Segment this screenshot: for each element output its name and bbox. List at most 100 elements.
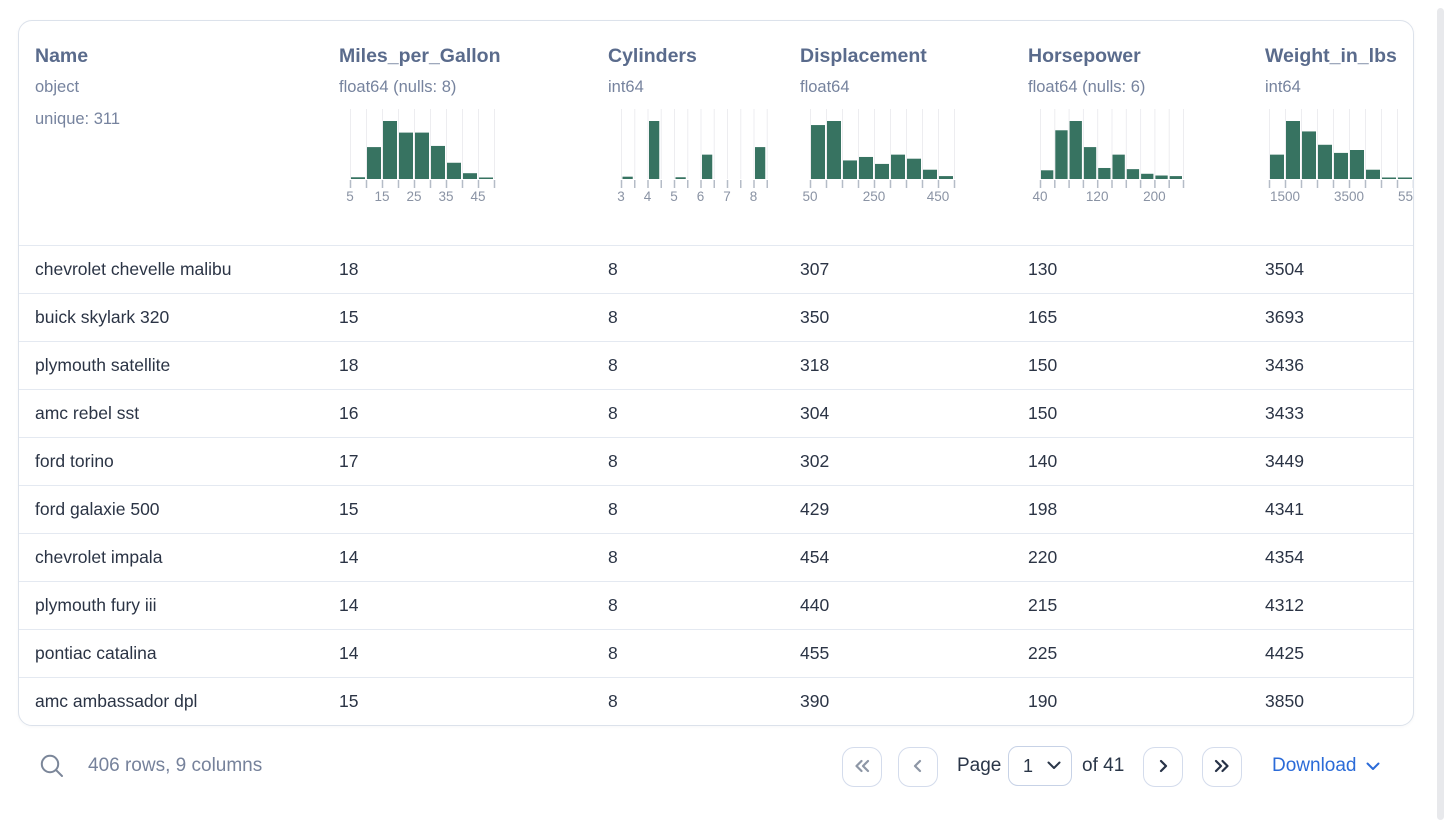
svg-text:1500: 1500 — [1270, 189, 1300, 204]
svg-text:250: 250 — [863, 189, 886, 204]
cell-displacement: 429 — [800, 499, 830, 519]
first-page-button[interactable] — [842, 747, 882, 787]
svg-text:5: 5 — [346, 189, 354, 204]
table-row: ford galaxie 500 15 8 429 198 4341 — [19, 485, 1413, 533]
chevron-down-icon — [1047, 757, 1061, 775]
cell-miles-per-gallon: 18 — [339, 259, 359, 279]
cell-horsepower: 140 — [1028, 451, 1058, 471]
cell-name: ford galaxie 500 — [35, 499, 160, 519]
svg-text:15: 15 — [374, 189, 389, 204]
table-row: plymouth satellite 18 8 318 150 3436 — [19, 341, 1413, 389]
cell-cylinders: 8 — [608, 451, 618, 471]
column-name: Horsepower — [1028, 45, 1141, 67]
page-select[interactable]: 1 — [1008, 746, 1072, 786]
chevron-left-icon — [909, 757, 927, 778]
column-name: Displacement — [800, 45, 927, 67]
horsepower-histogram[interactable]: 40 120 200 — [1032, 101, 1185, 204]
search-button[interactable] — [36, 751, 68, 783]
cell-name: chevrolet chevelle malibu — [35, 259, 232, 279]
cell-horsepower: 225 — [1028, 643, 1058, 663]
column-name: Miles_per_Gallon — [339, 45, 501, 67]
table-row: buick skylark 320 15 8 350 165 3693 — [19, 293, 1413, 341]
cell-weight-in-lbs: 4354 — [1265, 547, 1304, 567]
svg-text:450: 450 — [927, 189, 950, 204]
svg-text:50: 50 — [802, 189, 817, 204]
miles-per-gallon-histogram[interactable]: 5 15 25 35 45 — [346, 101, 496, 204]
column-header-horsepower: Horsepower float64 (nulls: 6) — [1028, 21, 1256, 245]
chevron-down-icon — [1366, 755, 1380, 777]
column-header-miles-per-gallon: Miles_per_Gallon float64 (nulls: 8) — [339, 21, 597, 245]
table-footer: 406 rows, 9 columns Page 1 of 41 — [0, 744, 1444, 788]
column-dtype: int64 — [608, 78, 644, 96]
cell-name: pontiac catalina — [35, 643, 157, 663]
cell-displacement: 440 — [800, 595, 830, 615]
svg-text:120: 120 — [1086, 189, 1109, 204]
cell-miles-per-gallon: 14 — [339, 643, 359, 663]
last-page-button[interactable] — [1202, 747, 1242, 787]
download-button[interactable]: Download — [1272, 744, 1380, 788]
svg-text:40: 40 — [1032, 189, 1047, 204]
cell-horsepower: 215 — [1028, 595, 1058, 615]
svg-text:25: 25 — [406, 189, 421, 204]
svg-text:7: 7 — [723, 189, 731, 204]
prev-page-button[interactable] — [898, 747, 938, 787]
cell-name: amc rebel sst — [35, 403, 140, 423]
column-header-cylinders: Cylinders int64 — [608, 21, 790, 245]
table-row: plymouth fury iii 14 8 440 215 4312 — [19, 581, 1413, 629]
cell-weight-in-lbs: 3433 — [1265, 403, 1304, 423]
cell-displacement: 302 — [800, 451, 830, 471]
column-name: Name — [35, 45, 89, 67]
data-table-card: Name object unique: 311 Miles_per_Gallon flo… — [18, 20, 1414, 726]
cell-weight-in-lbs: 4341 — [1265, 499, 1304, 519]
cell-cylinders: 8 — [608, 403, 618, 423]
cell-weight-in-lbs: 3449 — [1265, 451, 1304, 471]
cell-displacement: 390 — [800, 691, 830, 711]
svg-text:6: 6 — [697, 189, 705, 204]
column-name: Cylinders — [608, 45, 697, 67]
displacement-histogram[interactable]: 50 250 450 — [802, 101, 956, 204]
cell-horsepower: 150 — [1028, 403, 1058, 423]
next-page-button[interactable] — [1143, 747, 1183, 787]
svg-text:3500: 3500 — [1334, 189, 1364, 204]
cell-miles-per-gallon: 14 — [339, 547, 359, 567]
table-header: Name object unique: 311 Miles_per_Gallon flo… — [19, 21, 1413, 245]
svg-text:5500: 5500 — [1398, 189, 1414, 204]
cell-weight-in-lbs: 3504 — [1265, 259, 1304, 279]
column-dtype: float64 (nulls: 6) — [1028, 78, 1146, 96]
column-header-name: Name object unique: 311 — [35, 21, 325, 245]
cell-name: ford torino — [35, 451, 114, 471]
cell-weight-in-lbs: 3436 — [1265, 355, 1304, 375]
cell-displacement: 318 — [800, 355, 830, 375]
cell-horsepower: 198 — [1028, 499, 1058, 519]
cell-cylinders: 8 — [608, 643, 618, 663]
svg-text:4: 4 — [644, 189, 652, 204]
cell-name: buick skylark 320 — [35, 307, 170, 327]
cylinders-histogram[interactable]: 3 4 5 6 7 8 — [617, 101, 782, 204]
cell-horsepower: 130 — [1028, 259, 1058, 279]
cell-name: chevrolet impala — [35, 547, 163, 567]
chevron-right-icon — [1154, 757, 1172, 778]
cell-weight-in-lbs: 4312 — [1265, 595, 1304, 615]
row-column-count: 406 rows, 9 columns — [88, 755, 263, 776]
page-scrollbar[interactable] — [1437, 8, 1444, 820]
table-row: chevrolet chevelle malibu 18 8 307 130 3504 — [19, 245, 1413, 293]
column-unique-count: unique: 311 — [35, 110, 121, 128]
cell-name: amc ambassador dpl — [35, 691, 198, 711]
weight-in-lbs-histogram[interactable]: 1500 3500 5500 — [1268, 101, 1414, 204]
cell-horsepower: 190 — [1028, 691, 1058, 711]
cell-miles-per-gallon: 15 — [339, 307, 359, 327]
cell-cylinders: 8 — [608, 499, 618, 519]
cell-miles-per-gallon: 17 — [339, 451, 359, 471]
column-header-weight-in-lbs: Weight_in_lbs int64 — [1265, 21, 1413, 245]
column-dtype: float64 — [800, 78, 850, 96]
cell-horsepower: 165 — [1028, 307, 1058, 327]
svg-text:200: 200 — [1143, 189, 1166, 204]
table-row: amc rebel sst 16 8 304 150 3433 — [19, 389, 1413, 437]
cell-displacement: 455 — [800, 643, 830, 663]
cell-displacement: 307 — [800, 259, 830, 279]
column-dtype: object — [35, 78, 80, 96]
cell-miles-per-gallon: 15 — [339, 499, 359, 519]
cell-miles-per-gallon: 18 — [339, 355, 359, 375]
cell-weight-in-lbs: 3693 — [1265, 307, 1304, 327]
cell-cylinders: 8 — [608, 595, 618, 615]
